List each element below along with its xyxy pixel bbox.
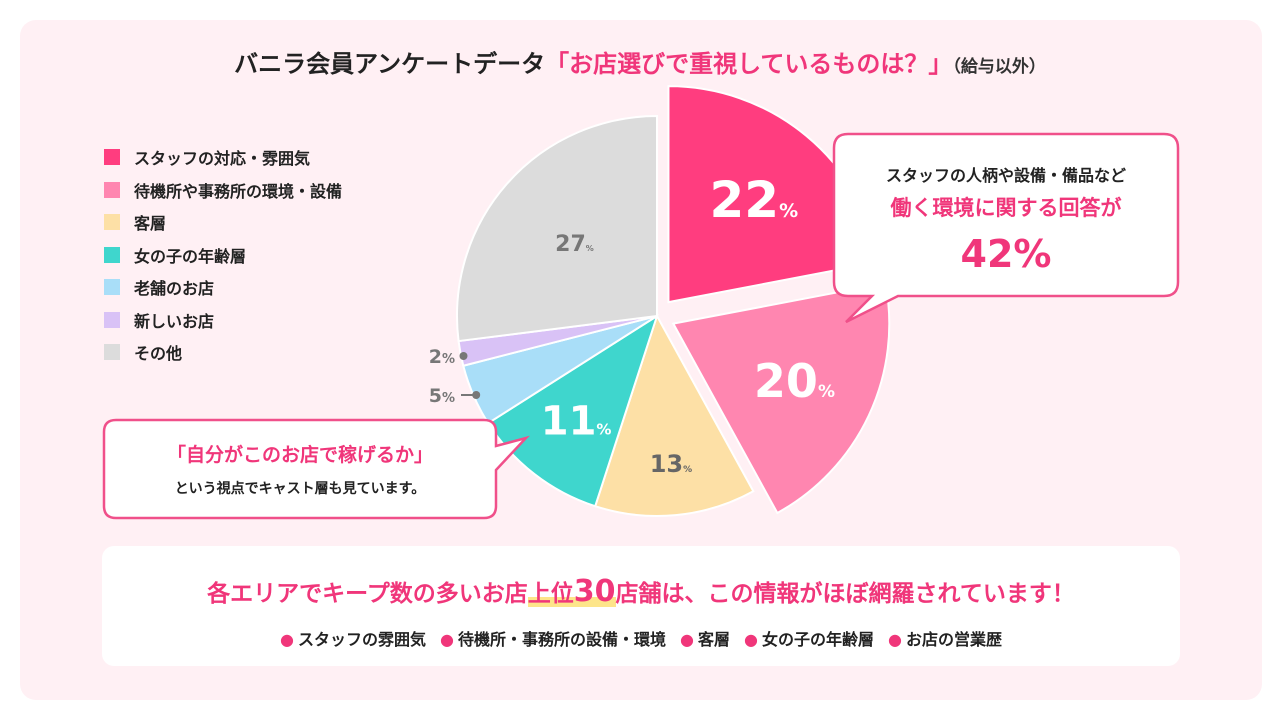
callout-left-line2: という視点でキャスト層も見ています。	[174, 481, 426, 497]
callout-left-bubble	[102, 418, 530, 520]
callout-right-bubble	[832, 132, 1180, 324]
pie-slice-label: 2%	[429, 346, 455, 368]
bullet-dot-icon: ●	[680, 630, 694, 649]
pie-slice	[456, 114, 658, 343]
legend-item: 老舗のお店	[104, 271, 342, 304]
title-note: （給与以外）	[952, 57, 1046, 77]
summary-hl-num: 30	[573, 574, 616, 609]
legend-item: 女の子の年齢層	[104, 239, 342, 272]
pie-slice-label: 11%	[541, 399, 612, 445]
legend-swatch	[104, 344, 120, 361]
pie-slice	[593, 313, 755, 517]
summary-bullets: ● スタッフの雰囲気 ● 待機所・事務所の設備・環境 ● 客層 ● 女の子の年齢層 ● お店の営業…	[102, 626, 1180, 650]
callout-right-value: 42%	[960, 232, 1052, 276]
legend-swatch	[104, 279, 120, 296]
legend-label: 女の子の年齢層	[134, 246, 247, 266]
legend-item: 新しいお店	[104, 304, 342, 337]
bullet-dot-icon: ●	[887, 630, 902, 649]
legend-label: スタッフの対応・雰囲気	[134, 149, 311, 169]
leader-dot	[459, 352, 468, 360]
legend-swatch	[104, 214, 120, 231]
callout-right: スタッフの人柄や設備・備品など 働く環境に関する回答が 42%	[832, 132, 1180, 324]
summary-bullet: ● 待機所・事務所の設備・環境	[440, 630, 666, 649]
summary-post: 店舗は、この情報がほぼ網羅されています！	[615, 581, 1075, 607]
legend: スタッフの対応・雰囲気待機所や事務所の環境・設備 客層女の子の年齢層 老舗のお店新し…	[104, 141, 342, 369]
pie-slice-label: 13%	[650, 450, 692, 478]
callout-right-line2: 働く環境に関する回答が	[890, 196, 1122, 220]
summary-bullet: ● スタッフの雰囲気	[280, 630, 426, 649]
bullet-dot-icon: ●	[440, 630, 454, 649]
summary-bullet-label: 客層	[697, 630, 730, 649]
legend-label: 待機所や事務所の環境・設備	[134, 181, 343, 201]
legend-swatch	[104, 246, 120, 263]
chart-title: バニラ会員アンケートデータ「お店選びで重視しているものは？」（給与以外）	[0, 44, 1280, 79]
summary-hl-a: 上位	[527, 581, 574, 607]
legend-label: 老舗のお店	[134, 279, 215, 299]
summary-bullet-label: 待機所・事務所の設備・環境	[457, 630, 666, 649]
pie-slice-label: 20%	[754, 354, 835, 408]
summary-headline: 各エリアでキープ数の多いお店上位30店舗は、この情報がほぼ網羅されています！	[102, 574, 1180, 609]
pie-slice-label: 27%	[555, 232, 594, 257]
summary-bullet-label: 女の子の年齢層	[761, 630, 874, 649]
summary-bullet: ● お店の営業歴	[888, 630, 1002, 649]
summary-bullet-label: お店の営業歴	[905, 630, 1002, 649]
legend-swatch	[104, 181, 120, 198]
summary-bullet-label: スタッフの雰囲気	[298, 630, 427, 649]
legend-label: 新しいお店	[134, 311, 215, 331]
bullet-dot-icon: ●	[743, 630, 758, 649]
legend-swatch	[104, 311, 120, 328]
pie-slice-label: 5%	[429, 385, 455, 407]
pie-slice	[671, 282, 891, 515]
callout-left: 「自分がこのお店で稼げるか」 という視点でキャスト層も見ています。	[102, 418, 530, 520]
leader-dot	[472, 391, 481, 399]
legend-item: 客層	[104, 206, 342, 239]
legend-label: 客層	[134, 214, 167, 234]
callout-right-line1: スタッフの人柄や設備・備品など	[885, 166, 1126, 185]
summary-highlight: 上位30	[527, 574, 616, 609]
bullet-dot-icon: ●	[280, 630, 294, 649]
legend-item: その他	[104, 336, 342, 369]
callout-left-line1: 「自分がこのお店で稼げるか」	[166, 444, 433, 466]
title-highlight: 「お店選びで重視しているものは？」	[545, 50, 953, 78]
pie-slice-label: 22%	[710, 171, 799, 229]
summary-bullet: ● 女の子の年齢層	[744, 630, 874, 649]
summary-panel: 各エリアでキープ数の多いお店上位30店舗は、この情報がほぼ網羅されています！ ●…	[102, 546, 1180, 666]
legend-swatch	[104, 149, 120, 166]
legend-item: 待機所や事務所の環境・設備	[104, 174, 342, 207]
legend-item: スタッフの対応・雰囲気	[104, 141, 342, 174]
summary-bullet: ● 客層	[680, 630, 730, 649]
summary-pre: 各エリアでキープ数の多いお店	[207, 581, 528, 607]
title-main: バニラ会員アンケートデータ	[234, 50, 546, 78]
legend-label: その他	[134, 344, 183, 364]
